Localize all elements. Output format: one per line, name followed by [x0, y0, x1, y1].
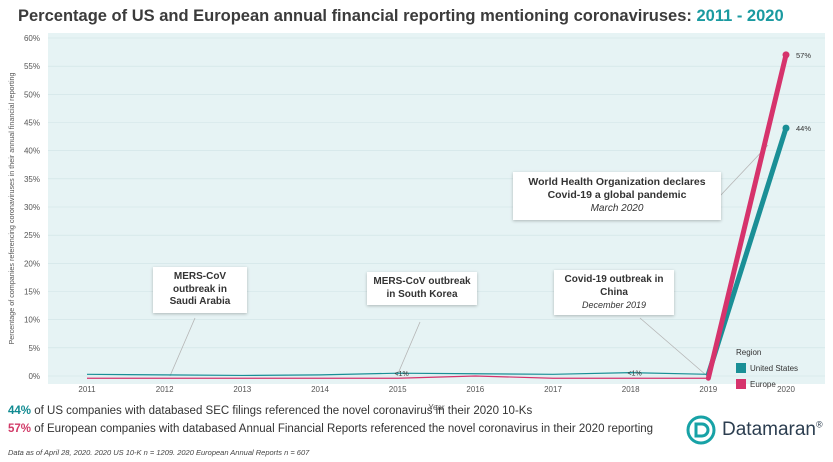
x-tick-label: 2013: [233, 385, 251, 394]
y-tick-label: 5%: [28, 344, 40, 353]
footer-us-line: 44% of US companies with databased SEC f…: [8, 405, 532, 417]
y-tick-label: 10%: [24, 316, 40, 325]
y-tick-label: 35%: [24, 175, 40, 184]
data-point-2020-europe: [782, 51, 790, 59]
x-axis-label: Year: [428, 403, 445, 410]
annotation-covid-china: Covid-19 outbreak in China December 2019: [554, 270, 674, 316]
x-tick-label: 2020: [777, 385, 795, 394]
x-tick-label: 2012: [156, 385, 174, 394]
y-tick-label: 15%: [24, 288, 40, 297]
annotation-title: MERS-CoV outbreak in Saudi Arabia: [169, 271, 231, 307]
annotation-title: Covid-19 outbreak in China: [564, 274, 664, 298]
x-tick-label: 2011: [78, 385, 96, 394]
annotation-mers-saudi: MERS-CoV outbreak in Saudi Arabia: [153, 267, 247, 313]
annotation-title: MERS-CoV outbreak in South Korea: [373, 276, 471, 300]
y-tick-label: 30%: [24, 203, 40, 212]
title-main: Percentage of US and European annual fin…: [18, 7, 692, 25]
series-line-europe: [87, 375, 709, 379]
y-tick-label: 45%: [24, 119, 40, 128]
annotation-connector: [169, 317, 196, 377]
y-tick-label: 60%: [24, 34, 40, 43]
series-line-us: [86, 372, 709, 377]
y-tick-label: 50%: [24, 90, 40, 99]
legend-item-eu: Europe: [736, 379, 798, 389]
footer-us-text: of US companies with databased SEC filin…: [31, 405, 533, 417]
data-label-2015: <1%: [395, 371, 409, 378]
x-tick-label: 2018: [622, 385, 640, 394]
y-tick-label: 40%: [24, 147, 40, 156]
y-axis-label: Percentage of companies referencing coro…: [7, 72, 16, 344]
x-tick-label: 2014: [311, 385, 329, 394]
x-tick-label: 2016: [466, 385, 484, 394]
footer-us-pct: 44%: [8, 405, 32, 417]
y-tick-label: 20%: [24, 259, 40, 268]
brand-name: Datamaran®: [722, 419, 823, 440]
legend: Region United States Europe: [736, 348, 798, 389]
legend-title: Region: [736, 348, 762, 357]
footer-eu-pct: 57%: [8, 423, 32, 435]
annotation-mers-korea: MERS-CoV outbreak in South Korea: [367, 272, 477, 305]
data-point-2020-us: [782, 124, 790, 132]
y-tick-label: 55%: [24, 62, 40, 71]
data-label-2018: <1%: [628, 371, 642, 378]
footer-note: Data as of April 28, 2020. 2020 US 10-K …: [8, 448, 310, 457]
y-tick-label: 0%: [28, 372, 40, 381]
annotation-who-pandemic: World Health Organization declares Covid…: [513, 172, 721, 220]
datamaran-logo-icon: [686, 415, 716, 445]
footer-eu-text: of European companies with databased Ann…: [31, 423, 654, 435]
x-tick-label: 2019: [699, 385, 717, 394]
legend-label-eu: Europe: [750, 379, 776, 389]
annotation-connector: [396, 321, 421, 377]
x-tick-label: 2015: [389, 385, 407, 394]
footer-eu-line: 57% of European companies with databased…: [8, 423, 653, 435]
legend-item-us: United States: [736, 363, 798, 373]
legend-swatch-us: [736, 363, 746, 373]
legend-swatch-eu: [736, 379, 746, 389]
series-spike-europe: [705, 52, 789, 381]
y-tick-label: 25%: [24, 231, 40, 240]
x-tick-label: 2017: [544, 385, 562, 394]
brand-logo: Datamaran®: [686, 415, 823, 445]
annotation-subtitle: March 2020: [590, 203, 644, 215]
annotation-subtitle: December 2019: [581, 300, 647, 310]
legend-label-us: United States: [750, 363, 799, 373]
title-years: 2011 - 2020: [696, 7, 784, 25]
chart-title: Percentage of US and European annual fin…: [18, 7, 784, 26]
data-label-eu-2020: 57%: [796, 51, 811, 60]
data-label-us-2020: 44%: [796, 124, 811, 133]
annotation-connector: [639, 317, 707, 376]
annotation-title: World Health Organization declares Covid…: [528, 176, 706, 202]
